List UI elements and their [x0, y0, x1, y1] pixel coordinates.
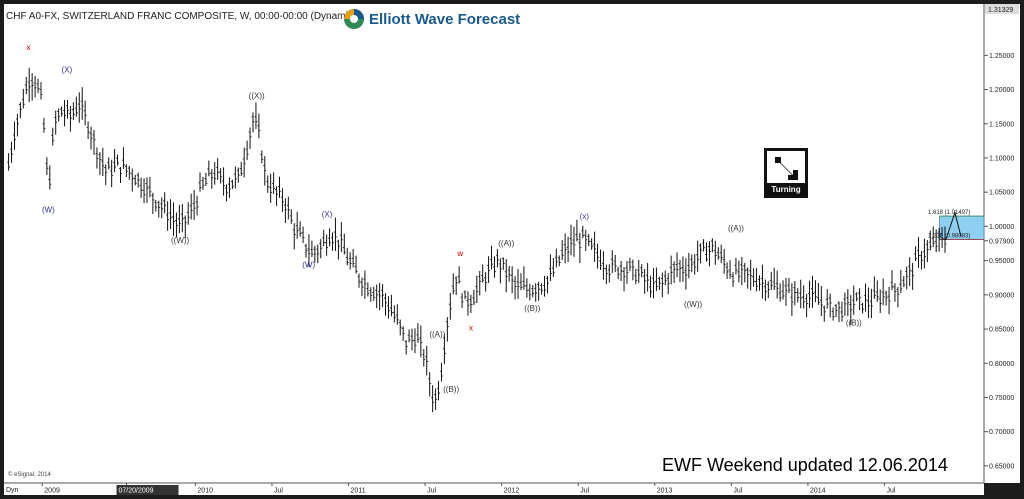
x-tick-highlight — [116, 485, 179, 495]
x-tick-label: Jul — [580, 488, 589, 495]
x-tick-label: Jul — [733, 488, 742, 495]
turning-label: Turning — [771, 185, 801, 194]
wave-label: ((W)) — [171, 236, 190, 245]
fib-1618-label: 1.618 (1.01497) — [928, 210, 970, 216]
y-tick-label: 1.20000 — [989, 87, 1014, 94]
y-tick-label: 1.15000 — [989, 121, 1014, 128]
wave-label: x — [469, 323, 473, 332]
chart-header: CHF A0-FX, SWITZERLAND FRANC COMPOSITE, … — [6, 11, 353, 22]
plot-area — [4, 4, 984, 483]
y-tick-label: 0.75000 — [989, 395, 1014, 402]
projection-path — [945, 210, 962, 241]
wave-label: ((W)) — [684, 300, 703, 309]
x-tick-label: 2014 — [810, 488, 826, 495]
x-tick-label: 2010 — [197, 488, 213, 495]
wave-label: ((B)) — [846, 319, 862, 328]
x-tick-label: Jul — [427, 488, 436, 495]
x-tick-label: 07/20/2009 — [119, 488, 154, 495]
price-tag-label: 1.31329 — [988, 7, 1013, 14]
turning-arrow-icon — [767, 151, 805, 183]
y-tick-label: 1.10000 — [989, 155, 1014, 162]
y-tick-label: 1.05000 — [989, 190, 1014, 197]
x-axis-strip — [4, 483, 984, 495]
wave-label: ((B)) — [443, 385, 459, 394]
price-tag-box — [985, 4, 1019, 14]
y-tick-label: 1.00000 — [989, 224, 1014, 231]
x-tick-label: 2012 — [504, 488, 520, 495]
y-tick-label: 0.65000 — [989, 463, 1014, 470]
x-tick-label: Jul — [274, 488, 283, 495]
y-tick-label: 0.95000 — [989, 258, 1014, 265]
source-note: © eSignal, 2014 — [8, 472, 51, 478]
y-tick-label: 0.97900 — [989, 238, 1014, 245]
turning-badge: Turning — [764, 148, 808, 198]
y-tick-label: 1.25000 — [989, 53, 1014, 60]
fib-1236-label: 1.236 (0.98083) — [928, 234, 970, 240]
ewf-logo: Elliott Wave Forecast — [343, 7, 520, 31]
y-tick-label: 0.70000 — [989, 429, 1014, 436]
wave-label: w — [456, 249, 463, 258]
ewf-logo-icon — [344, 9, 364, 29]
wave-label: (X) — [322, 210, 333, 219]
x-tick-label: 2013 — [657, 488, 673, 495]
updated-caption: EWF Weekend updated 12.06.2014 — [662, 455, 948, 475]
y-tick-label: 0.85000 — [989, 327, 1014, 334]
x-tick-label: Jul — [886, 488, 895, 495]
y-tick-label: 0.80000 — [989, 361, 1014, 368]
y-tick-label: 0.90000 — [989, 292, 1014, 299]
wave-label: x — [27, 43, 31, 52]
logo-text: Elliott Wave Forecast — [369, 10, 521, 28]
x-corner-label: Dyn — [6, 487, 19, 494]
wave-label: (X) — [61, 65, 72, 74]
wave-label: ((A)) — [728, 224, 744, 233]
wave-label: (x) — [580, 212, 590, 221]
wave-label: (W) — [302, 260, 315, 269]
wave-label: ((X)) — [249, 91, 265, 100]
wave-label: ((A)) — [429, 330, 445, 339]
y-axis-strip — [984, 4, 1020, 483]
x-tick-label: 2009 — [44, 488, 60, 495]
wave-label: (W) — [42, 206, 55, 215]
x-tick-label: 2011 — [351, 488, 366, 495]
wave-label: ((A)) — [498, 239, 514, 248]
wave-label: ((B)) — [524, 304, 540, 313]
